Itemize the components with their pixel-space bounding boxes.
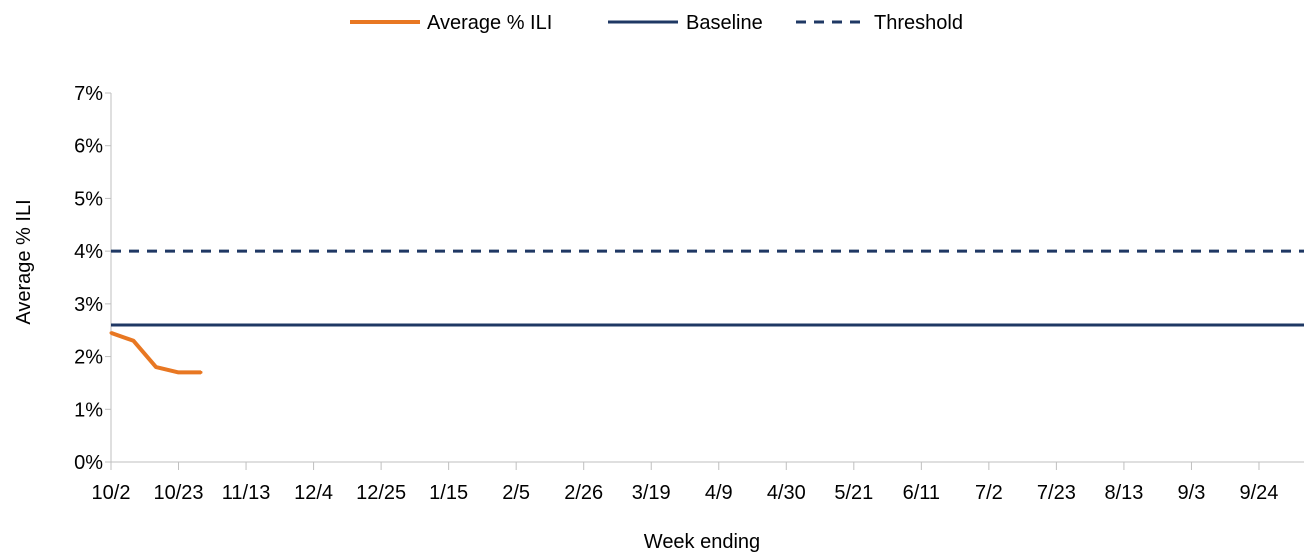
- y-tick-label: 3%: [74, 294, 103, 316]
- x-tick-label: 9/3: [1178, 482, 1206, 504]
- plot-area: [109, 249, 1304, 375]
- x-tick-label: 4/30: [767, 482, 806, 504]
- x-tick-label: 8/13: [1104, 482, 1143, 504]
- x-tick-label: 12/4: [294, 482, 333, 504]
- legend-label-threshold: Threshold: [874, 12, 963, 34]
- y-tick-label: 5%: [74, 188, 103, 210]
- y-tick-label: 0%: [74, 452, 103, 474]
- y-tick-label: 6%: [74, 136, 103, 158]
- x-tick-label: 9/24: [1240, 482, 1279, 504]
- average-ili-point: [132, 339, 135, 343]
- x-tick-label: 7/23: [1037, 482, 1076, 504]
- legend-label-baseline: Baseline: [686, 12, 763, 34]
- x-tick-label: 2/26: [564, 482, 603, 504]
- y-tick-label: 7%: [74, 83, 103, 105]
- average-ili-point: [154, 365, 158, 369]
- x-tick-label: 11/13: [222, 482, 271, 504]
- y-axis: 0% 1% 2% 3% 4% 5% 6% 7%: [74, 83, 112, 474]
- average-ili-point: [199, 370, 203, 374]
- x-tick-label: 10/2: [92, 482, 131, 504]
- x-tick-label: 7/2: [975, 482, 1003, 504]
- y-tick-label: 1%: [74, 399, 103, 421]
- y-axis-title: Average % ILI: [13, 199, 35, 324]
- x-tick-label: 2/5: [502, 482, 530, 504]
- x-tick-label: 12/25: [356, 482, 406, 504]
- x-tick-label: 4/9: [705, 482, 733, 504]
- x-tick-label: 5/21: [834, 482, 873, 504]
- legend-label-average-ili: Average % ILI: [427, 12, 552, 34]
- legend: Average % ILI Baseline Threshold: [350, 12, 963, 34]
- x-tick-label: 6/11: [903, 482, 940, 504]
- y-tick-label: 2%: [74, 347, 103, 369]
- y-tick-label: 4%: [74, 241, 103, 263]
- x-tick-label: 1/15: [429, 482, 468, 504]
- x-axis: 10/2 10/23 11/13 12/4 12/25 1/15 2/5 2/26 3/19 4/…: [92, 461, 1304, 504]
- average-ili-point: [177, 370, 180, 374]
- average-ili-point: [109, 331, 113, 335]
- x-tick-label: 3/19: [632, 482, 671, 504]
- x-axis-title: Week ending: [644, 531, 760, 552]
- x-tick-label: 10/23: [153, 482, 203, 504]
